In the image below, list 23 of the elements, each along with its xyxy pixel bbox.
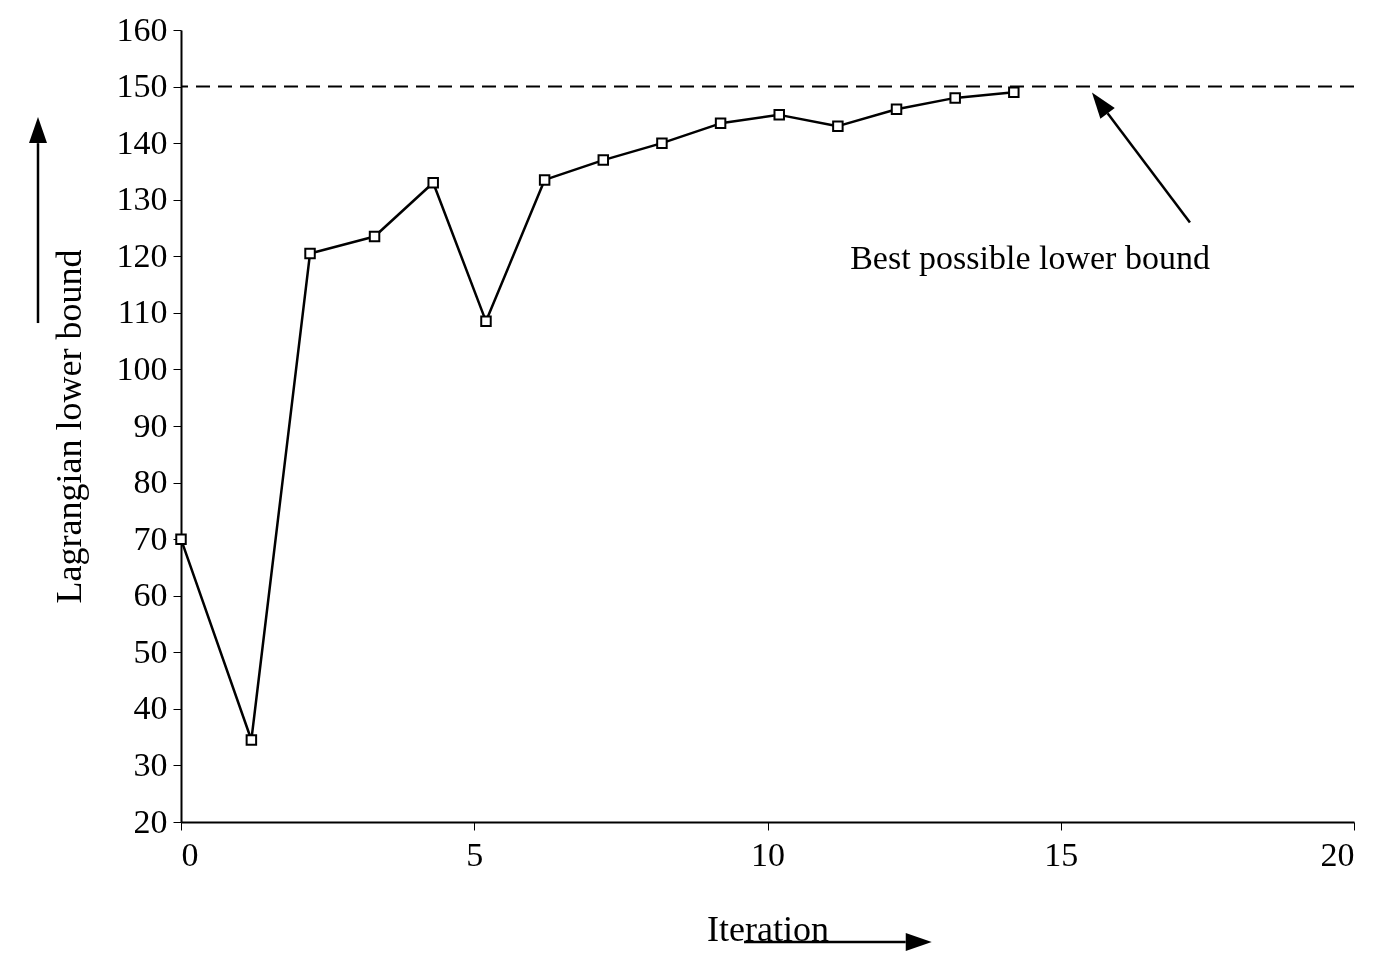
- y-tick-label: 110: [117, 293, 168, 331]
- y-tick-label: 90: [133, 406, 168, 444]
- y-tick-label: 20: [133, 802, 168, 840]
- y-tick-label: 140: [116, 123, 168, 161]
- y-tick-label: 130: [116, 180, 168, 218]
- x-tick-label: 10: [751, 835, 785, 873]
- x-tick-label: 0: [181, 835, 199, 873]
- x-tick-label: 20: [1320, 835, 1355, 873]
- y-tick-label: 100: [116, 349, 168, 387]
- x-tick-label: 15: [1044, 835, 1079, 873]
- y-tick-label: 160: [116, 10, 168, 48]
- y-tick-label: 70: [133, 519, 168, 557]
- y-tick-label: 120: [116, 236, 168, 274]
- y-tick-label: 50: [133, 632, 168, 670]
- y-tick-label: 80: [133, 463, 168, 501]
- y-axis-title: Lagrangian lower bound: [48, 249, 89, 604]
- y-tick-label: 30: [133, 745, 168, 783]
- y-tick-label: 150: [116, 67, 168, 105]
- ref-line-label: Best possible lower bound: [850, 238, 1210, 276]
- y-tick-label: 40: [133, 689, 168, 727]
- y-tick-label: 60: [133, 576, 168, 614]
- x-tick-label: 5: [466, 835, 484, 873]
- x-axis-title: Iteration: [707, 908, 829, 949]
